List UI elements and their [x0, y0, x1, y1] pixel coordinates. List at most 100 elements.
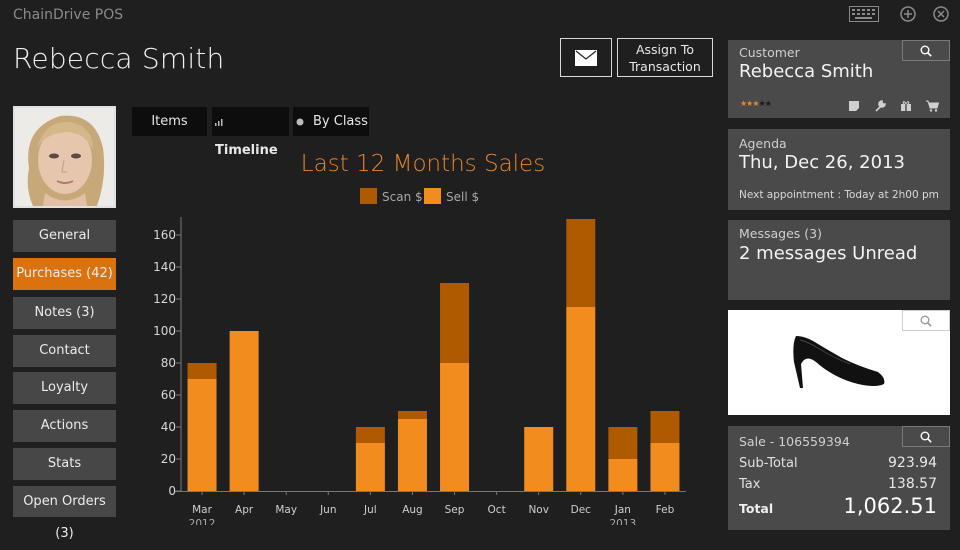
- y-tick-label-20: 20: [161, 452, 176, 466]
- y-tick-label-160: 160: [153, 228, 176, 242]
- add-icon[interactable]: [900, 6, 916, 26]
- bar-scan-jul: [355, 427, 385, 443]
- close-icon[interactable]: [933, 6, 949, 26]
- nav-item-contact[interactable]: Contact: [13, 335, 116, 367]
- gift-icon[interactable]: [900, 100, 912, 112]
- star-rating: ★★★★★: [740, 99, 772, 108]
- search-icon: [920, 45, 932, 57]
- bar-sell-nov: [524, 427, 554, 491]
- nav-item-notes-3[interactable]: Notes (3): [13, 297, 116, 329]
- x-tick-label-may: May: [275, 504, 297, 516]
- agenda-card[interactable]: Agenda Thu, Dec 26, 2013 Next appointmen…: [728, 129, 950, 210]
- nav-item-stats[interactable]: Stats: [13, 448, 116, 480]
- nav-item-loyalty[interactable]: Loyalty: [13, 372, 116, 404]
- bar-chart-icon: [215, 118, 223, 126]
- nav-item-purchases-42[interactable]: Purchases (42): [13, 258, 116, 290]
- y-tick-label-80: 80: [161, 356, 176, 370]
- chart-title: Last 12 Months Sales: [300, 151, 546, 177]
- x-tick-label-sep: Sep: [445, 504, 465, 516]
- product-search-button[interactable]: [902, 310, 950, 331]
- note-icon[interactable]: [848, 100, 860, 112]
- x-tick-label-oct: Oct: [488, 504, 506, 516]
- envelope-icon: [575, 49, 597, 66]
- customer-card-name: Rebecca Smith: [739, 61, 874, 82]
- tax-value: 138.57: [888, 476, 937, 492]
- bar-scan-dec: [566, 219, 596, 307]
- bar-scan-sep: [440, 283, 470, 363]
- nav-item-open-orders-3[interactable]: Open Orders (3): [13, 486, 116, 541]
- bar-scan-aug: [397, 411, 427, 419]
- year-label-2013: 2013: [610, 518, 637, 525]
- assign-line-1: Assign To: [635, 42, 695, 57]
- tab-by-class-label: By Class: [313, 114, 368, 129]
- nav-item-actions[interactable]: Actions: [13, 410, 116, 442]
- email-button[interactable]: [560, 38, 612, 77]
- x-tick-label-dec: Dec: [571, 504, 592, 516]
- sales-chart: Scan $ Sell $ 0 20 40 60 80 100 120 140 160 Mar Apr M…: [153, 188, 686, 525]
- bar-sell-sep: [440, 363, 470, 491]
- keyboard-icon[interactable]: [849, 6, 879, 26]
- wrench-icon[interactable]: [874, 100, 886, 112]
- tab-items-label: Items: [151, 114, 188, 129]
- next-appointment: Next appointment : Today at 2h00 pm: [739, 189, 939, 201]
- sale-label: Sale - 106559394: [739, 434, 850, 449]
- subtotal-value: 923.94: [888, 455, 937, 471]
- customer-search-button[interactable]: [902, 40, 950, 61]
- y-tick-label-100: 100: [153, 324, 176, 338]
- app-title: ChainDrive POS: [13, 7, 124, 23]
- assign-line-2: Transaction: [629, 59, 701, 74]
- x-tick-label-jan: Jan: [614, 504, 631, 516]
- bar-sell-jan: [608, 459, 638, 491]
- tab-timeline[interactable]: Timeline: [212, 107, 289, 158]
- customer-name: Rebecca Smith: [13, 42, 225, 75]
- x-tick-label-jul: Jul: [363, 504, 377, 516]
- bar-scan-jan: [608, 427, 638, 459]
- legend-label-0: Scan $: [382, 190, 423, 204]
- tab-by-class[interactable]: By Class: [293, 107, 369, 136]
- bar-sell-jul: [355, 443, 385, 491]
- tab-items[interactable]: Items: [132, 107, 207, 136]
- legend-swatch-0: [360, 188, 377, 204]
- messages-text: 2 messages Unread: [739, 243, 918, 264]
- legend-swatch-1: [424, 188, 441, 204]
- year-label-2012: 2012: [189, 518, 216, 525]
- bar-sell-apr: [229, 331, 259, 491]
- x-tick-label-nov: Nov: [528, 504, 549, 516]
- shoe-image: [793, 336, 885, 388]
- legend-label-1: Sell $: [446, 190, 479, 204]
- tab-timeline-label: Timeline: [215, 143, 278, 158]
- pie-chart-icon: [296, 118, 304, 125]
- search-icon: [920, 315, 932, 327]
- subtotal-label: Sub-Total: [739, 456, 798, 471]
- x-tick-label-aug: Aug: [402, 504, 423, 516]
- bar-scan-feb: [650, 411, 680, 443]
- total-label: Total: [739, 501, 774, 516]
- y-tick-label-0: 0: [168, 484, 176, 498]
- agenda-label: Agenda: [739, 136, 787, 151]
- bar-sell-dec: [566, 307, 596, 491]
- sale-card[interactable]: Sale - 106559394 Sub-Total 923.94 Tax 13…: [728, 426, 950, 530]
- nav-item-general[interactable]: General: [13, 220, 116, 252]
- rating-stars-filled: ★★★: [740, 99, 759, 108]
- search-icon: [920, 431, 932, 443]
- bar-sell-aug: [397, 419, 427, 491]
- total-value: 1,062.51: [843, 494, 937, 518]
- x-tick-label-mar: Mar: [192, 504, 212, 516]
- cart-icon[interactable]: [926, 100, 939, 112]
- bar-sell-feb: [650, 443, 680, 491]
- customer-card[interactable]: Customer Rebecca Smith ★★★★★: [728, 40, 950, 118]
- bar-sell-mar: [187, 379, 217, 491]
- y-tick-label-60: 60: [161, 388, 176, 402]
- messages-card[interactable]: Messages (3) 2 messages Unread: [728, 220, 950, 300]
- rating-stars-empty: ★★: [758, 99, 772, 108]
- sale-search-button[interactable]: [902, 426, 950, 447]
- customer-photo: [13, 106, 116, 208]
- tax-label: Tax: [739, 477, 761, 492]
- x-tick-label-feb: Feb: [656, 504, 675, 516]
- x-tick-label-jun: Jun: [319, 504, 336, 516]
- product-image-card[interactable]: [728, 310, 950, 415]
- assign-to-transaction-button[interactable]: Assign To Transaction: [617, 38, 713, 77]
- bar-scan-mar: [187, 363, 217, 379]
- customer-card-label: Customer: [739, 45, 800, 60]
- y-tick-label-40: 40: [161, 420, 176, 434]
